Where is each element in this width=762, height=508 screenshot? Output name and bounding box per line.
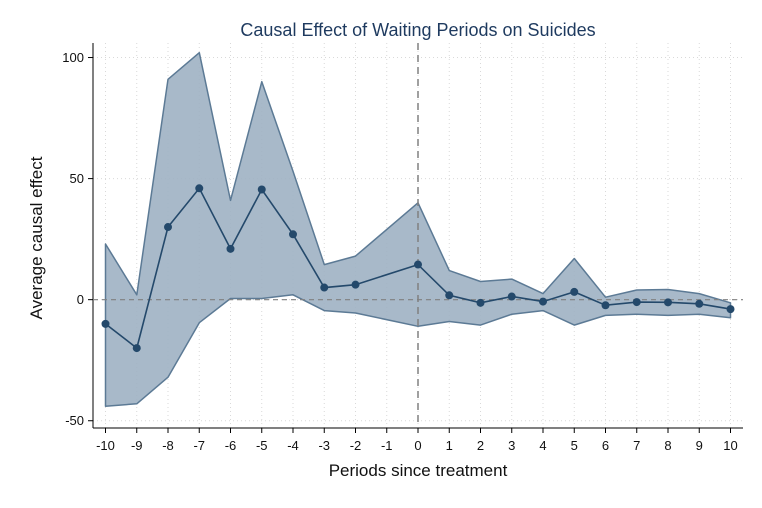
x-axis-label: Periods since treatment [329, 461, 508, 480]
x-tick-label: -7 [193, 438, 205, 453]
estimate-point [132, 344, 141, 353]
x-tick-label: -9 [131, 438, 143, 453]
x-tick-label: 6 [602, 438, 609, 453]
x-tick-label: -6 [225, 438, 237, 453]
y-tick-label: -50 [65, 413, 84, 428]
estimate-point [570, 287, 579, 296]
x-tick-label: -1 [381, 438, 393, 453]
estimate-point [664, 298, 672, 307]
x-tick-label: -2 [350, 438, 362, 453]
x-tick-label: -3 [318, 438, 330, 453]
x-tick-label: 8 [664, 438, 671, 453]
x-tick-label: 2 [477, 438, 484, 453]
estimate-point [101, 319, 110, 328]
estimate-line [105, 186, 731, 350]
x-tick-label: -4 [287, 438, 299, 453]
x-ticks: -10 -9 -8 -7 -6 -5 -4 -3 -2 -1 0 1 2 3 4 5 6 7 8 9 10 [96, 428, 738, 453]
x-tick-label: 0 [414, 438, 421, 453]
estimate-point [476, 298, 485, 307]
x-tick-label: -8 [162, 438, 174, 453]
y-ticks: -50 0 50 100 [62, 50, 93, 428]
estimate-series [101, 184, 735, 353]
y-tick-label: 0 [77, 292, 84, 307]
x-tick-label: 1 [446, 438, 453, 453]
estimate-point [289, 230, 297, 239]
x-tick-label: 3 [508, 438, 515, 453]
estimate-point [195, 184, 204, 193]
estimate-point [257, 185, 266, 194]
estimate-point [601, 301, 610, 310]
x-tick-label: 9 [696, 438, 703, 453]
estimate-point [414, 260, 422, 269]
estimate-point [632, 298, 641, 307]
estimate-point [351, 280, 360, 289]
estimate-point [226, 244, 235, 253]
x-tick-label: 7 [633, 438, 640, 453]
estimate-point [695, 299, 704, 308]
estimate-point [507, 292, 516, 301]
y-tick-label: 100 [62, 50, 84, 65]
estimate-point [445, 291, 454, 300]
x-tick-label: -5 [256, 438, 268, 453]
y-axis-label: Average causal effect [27, 156, 46, 319]
estimate-point [320, 283, 329, 292]
estimate-point [726, 305, 735, 314]
x-tick-label: 4 [539, 438, 546, 453]
x-tick-label: 5 [571, 438, 578, 453]
x-tick-label: -10 [96, 438, 115, 453]
chart-title: Causal Effect of Waiting Periods on Suic… [240, 20, 595, 40]
estimate-point [164, 223, 172, 232]
x-tick-label: 10 [723, 438, 737, 453]
estimate-point [539, 297, 547, 306]
y-tick-label: 50 [70, 171, 84, 186]
